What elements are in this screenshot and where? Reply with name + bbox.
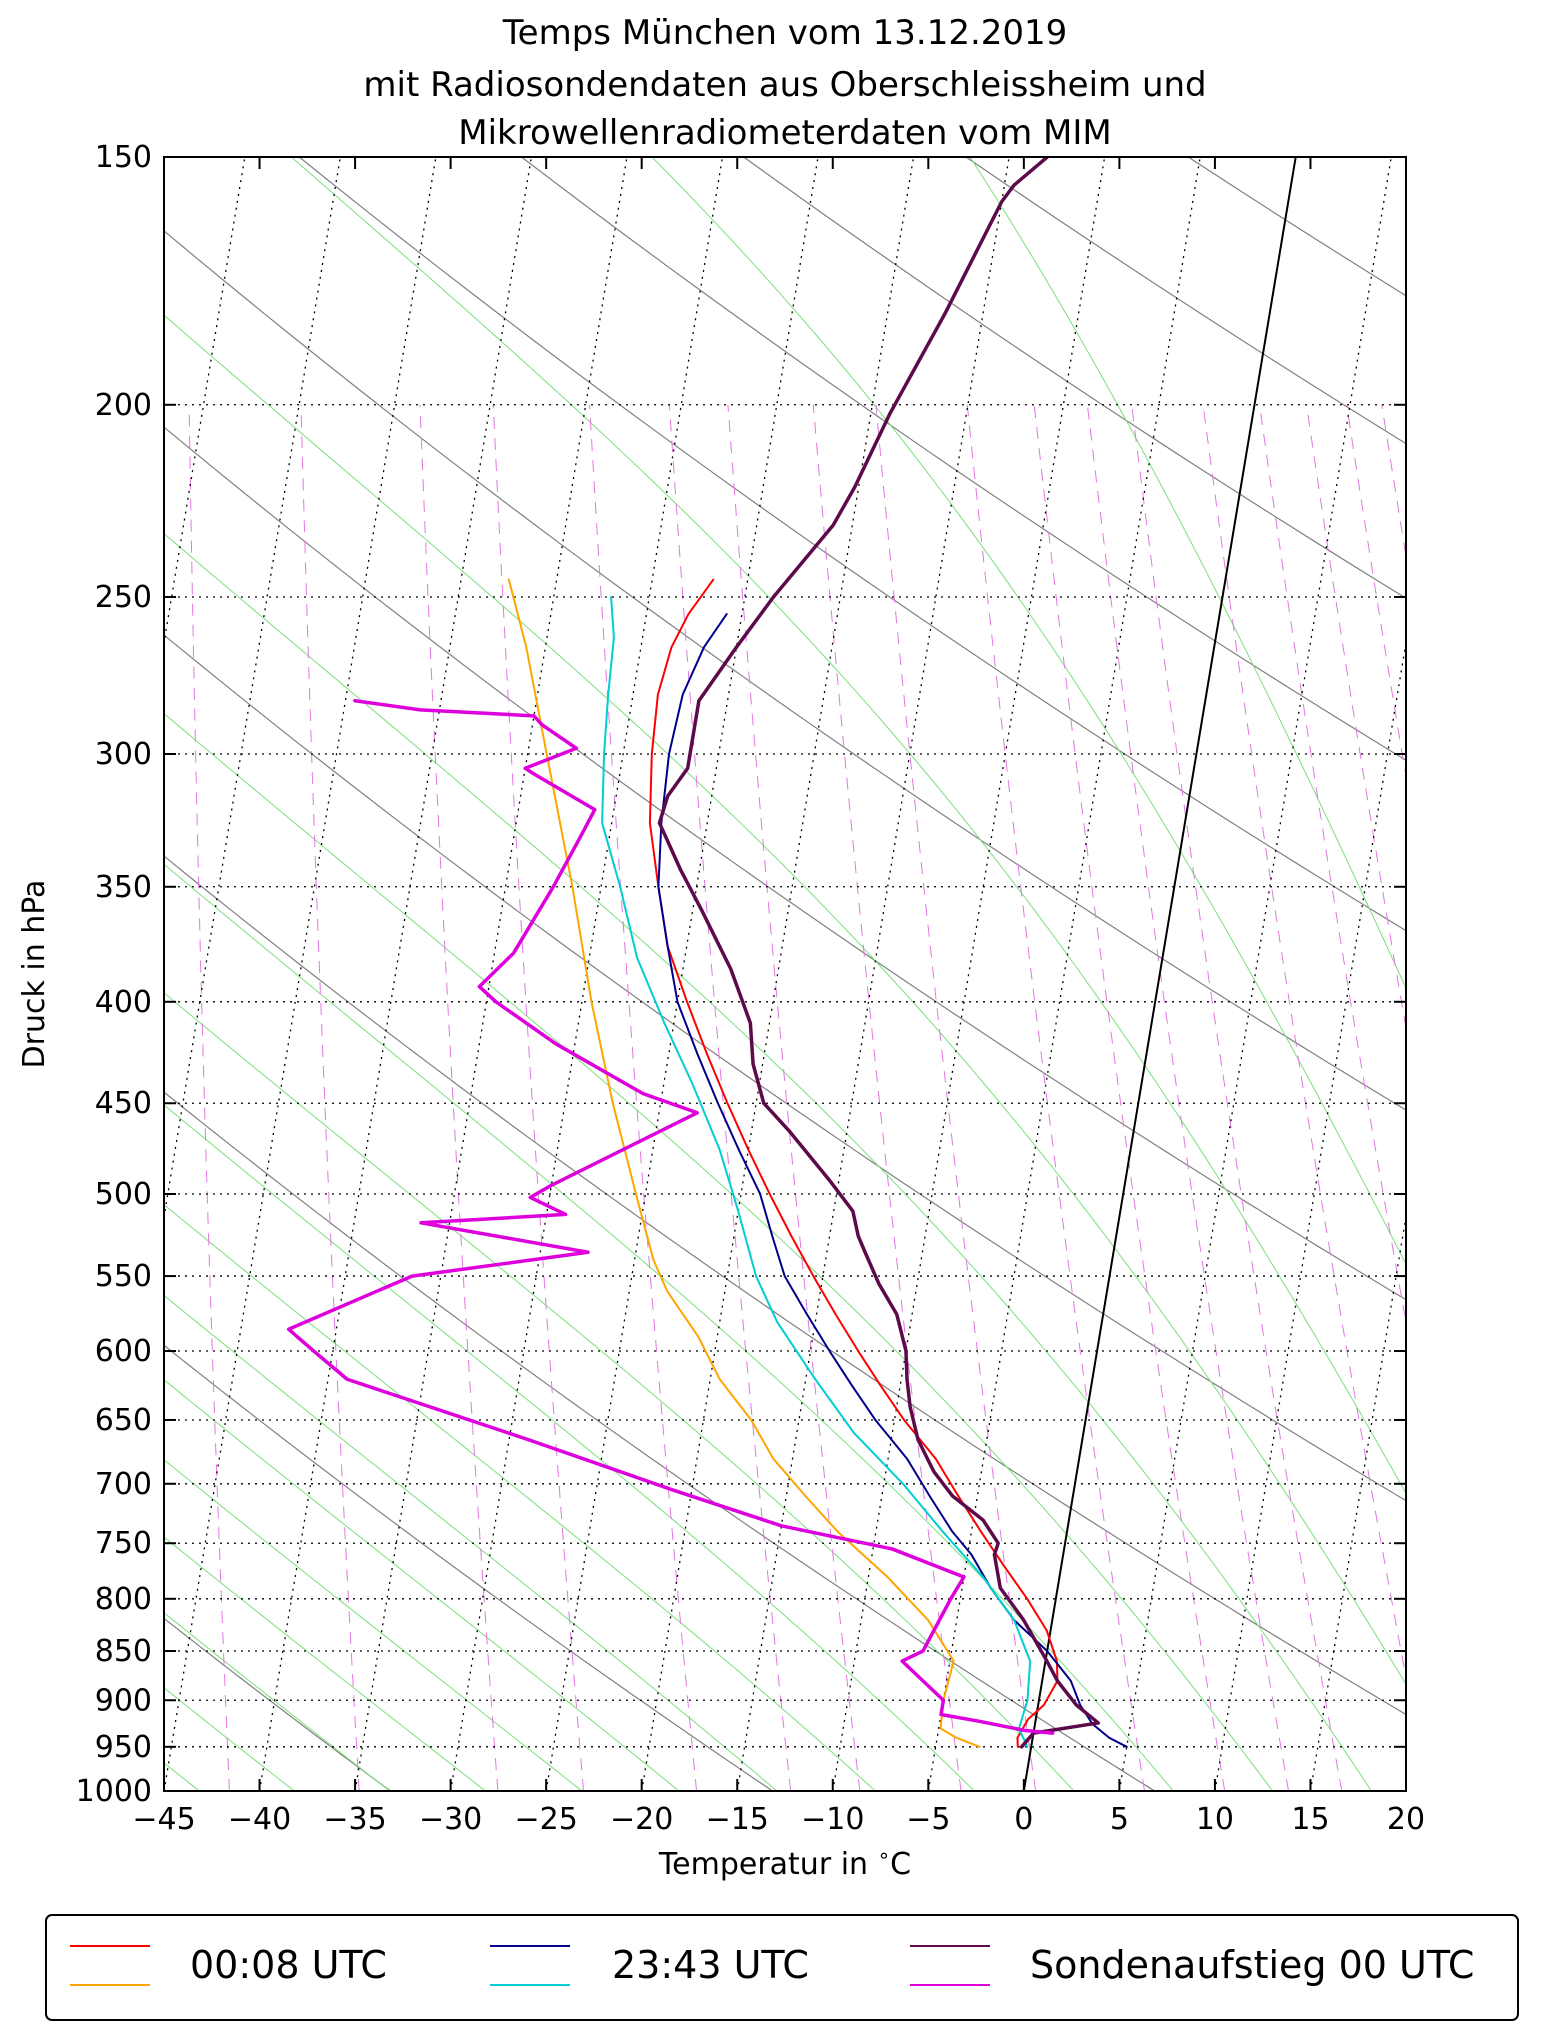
y-tick-label: 450 — [95, 1086, 152, 1121]
grid-layer — [0, 0, 1542, 1791]
isotherm — [1405, 1787, 1406, 1791]
zero-degree-isotherm — [1022, 157, 1297, 1791]
dry-adiabat — [164, 634, 1406, 1502]
moist-adiabat — [164, 1687, 296, 1791]
series-line-0 — [648, 578, 1059, 1748]
moist-adiabat — [164, 532, 1373, 1791]
dry-adiabat — [298, 157, 1406, 932]
y-tick-label: 350 — [95, 870, 152, 905]
mixing-ratio-line — [1131, 404, 1343, 1791]
chart-title-line-2: mit Radiosondendaten aus Oberschleisshei… — [363, 65, 1206, 105]
dry-adiabat — [164, 855, 1406, 1716]
moist-adiabat — [164, 1104, 976, 1791]
series-line-5 — [286, 698, 1055, 1735]
x-axis-label-unit: C — [890, 1847, 911, 1882]
legend-entry-0008: 00:08 UTC — [70, 1943, 387, 1987]
series-line-3 — [601, 595, 1032, 1748]
x-tick-label: −25 — [514, 1802, 577, 1837]
mixing-ratio-line — [300, 404, 360, 1791]
plot-background — [164, 157, 1406, 1791]
x-axis-ticks: −45 −40 −35 −30 −25 −20 −15 −10 −5 0 5 10 15 20 — [132, 157, 1425, 1837]
y-tick-label: 600 — [95, 1334, 152, 1369]
y-tick-label: 250 — [95, 580, 152, 615]
y-tick-label: 750 — [95, 1526, 152, 1561]
legend-label-sonde: Sondenaufstieg 00 UTC — [1030, 1943, 1474, 1987]
legend-box — [45, 1914, 1519, 2021]
x-tick-label: 5 — [1110, 1802, 1129, 1837]
y-tick-label: 1000 — [76, 1774, 152, 1809]
dry-adiabat — [520, 157, 1406, 762]
y-tick-label: 800 — [95, 1582, 152, 1617]
isotherm — [1502, 0, 1542, 1791]
y-axis-ticks: 1000 950 900 850 800 750 700 650 600 550 500 450 400… — [76, 140, 1406, 1809]
series-line-2 — [657, 613, 1128, 1748]
legend-entry-sonde: Sondenaufstieg 00 UTC — [910, 1943, 1474, 1987]
chart-title: Temps München vom 13.12.2019 mit Radioso… — [363, 13, 1206, 153]
legend-entry-2343: 23:43 UTC — [490, 1943, 809, 1987]
x-axis-label: Temperatur in ∘C — [658, 1843, 911, 1882]
dry-adiabat — [0, 0, 8, 1791]
legend: 00:08 UTC 23:43 UTC Sondenaufstieg 00 UT… — [45, 1914, 1519, 2021]
chart-title-line-3: Mikrowellenradiometerdaten vom MIM — [458, 113, 1111, 153]
x-tick-label: −20 — [610, 1802, 673, 1837]
mixing-ratio-line — [966, 404, 1146, 1791]
plot-frame — [163, 156, 1407, 1792]
moist-adiabat — [164, 1612, 391, 1791]
legend-label-2343: 23:43 UTC — [612, 1943, 809, 1987]
y-tick-label: 200 — [95, 388, 152, 423]
x-tick-label: −10 — [801, 1802, 864, 1837]
mixing-ratio-line — [1033, 404, 1226, 1791]
mixing-ratio-line — [188, 404, 230, 1791]
series-line-4 — [657, 157, 1100, 1749]
x-tick-label: 10 — [1196, 1802, 1234, 1837]
y-tick-label: 300 — [95, 737, 152, 772]
degree-sign: ∘ — [878, 1843, 891, 1867]
dry-adiabat — [164, 1617, 391, 1791]
x-tick-label: −15 — [706, 1802, 769, 1837]
x-tick-label: 20 — [1387, 1802, 1425, 1837]
x-tick-label: 15 — [1291, 1802, 1329, 1837]
x-tick-label: −35 — [323, 1802, 386, 1837]
x-tick-label: −30 — [419, 1802, 482, 1837]
y-tick-label: 500 — [95, 1177, 152, 1212]
mixing-ratio-line — [1413, 405, 1542, 1791]
moist-adiabat — [164, 1379, 680, 1791]
mixing-ratio-line — [727, 404, 861, 1791]
moist-adiabat — [164, 1536, 487, 1791]
chart-title-line-1: Temps München vom 13.12.2019 — [502, 13, 1068, 53]
moist-adiabat — [164, 1204, 877, 1791]
x-tick-label: −45 — [132, 1802, 195, 1837]
isotherm — [0, 0, 16, 1791]
y-tick-label: 150 — [95, 140, 152, 175]
x-tick-label: −40 — [228, 1802, 291, 1837]
moist-adiabat — [164, 314, 1406, 1686]
y-tick-label: 850 — [95, 1634, 152, 1669]
y-axis-label: Druck in hPa — [17, 880, 52, 1069]
mixing-ratio-line — [589, 404, 698, 1791]
moist-adiabat — [164, 712, 1274, 1791]
moist-adiabat — [164, 863, 1174, 1791]
y-tick-label: 900 — [95, 1683, 152, 1718]
y-tick-label: 700 — [95, 1467, 152, 1502]
x-tick-label: 0 — [1014, 1802, 1033, 1837]
y-tick-label: 650 — [95, 1403, 152, 1438]
x-tick-label: −5 — [906, 1802, 950, 1837]
mixing-ratio-line — [1441, 405, 1542, 1791]
series-layer — [286, 157, 1128, 1749]
legend-label-0008: 00:08 UTC — [190, 1943, 387, 1987]
moist-adiabat — [290, 157, 1406, 1495]
mixing-ratio-line — [419, 404, 499, 1791]
series-line-1 — [507, 578, 981, 1748]
y-tick-label: 400 — [95, 985, 152, 1020]
moist-adiabat — [164, 1459, 583, 1791]
moist-adiabat — [164, 992, 1075, 1791]
y-tick-label: 950 — [95, 1730, 152, 1765]
dry-adiabat — [164, 230, 1406, 1111]
y-tick-label: 550 — [95, 1259, 152, 1294]
moist-adiabat — [164, 1294, 778, 1791]
x-axis-label-text: Temperatur in — [658, 1847, 878, 1882]
moist-adiabat — [651, 157, 1406, 1266]
